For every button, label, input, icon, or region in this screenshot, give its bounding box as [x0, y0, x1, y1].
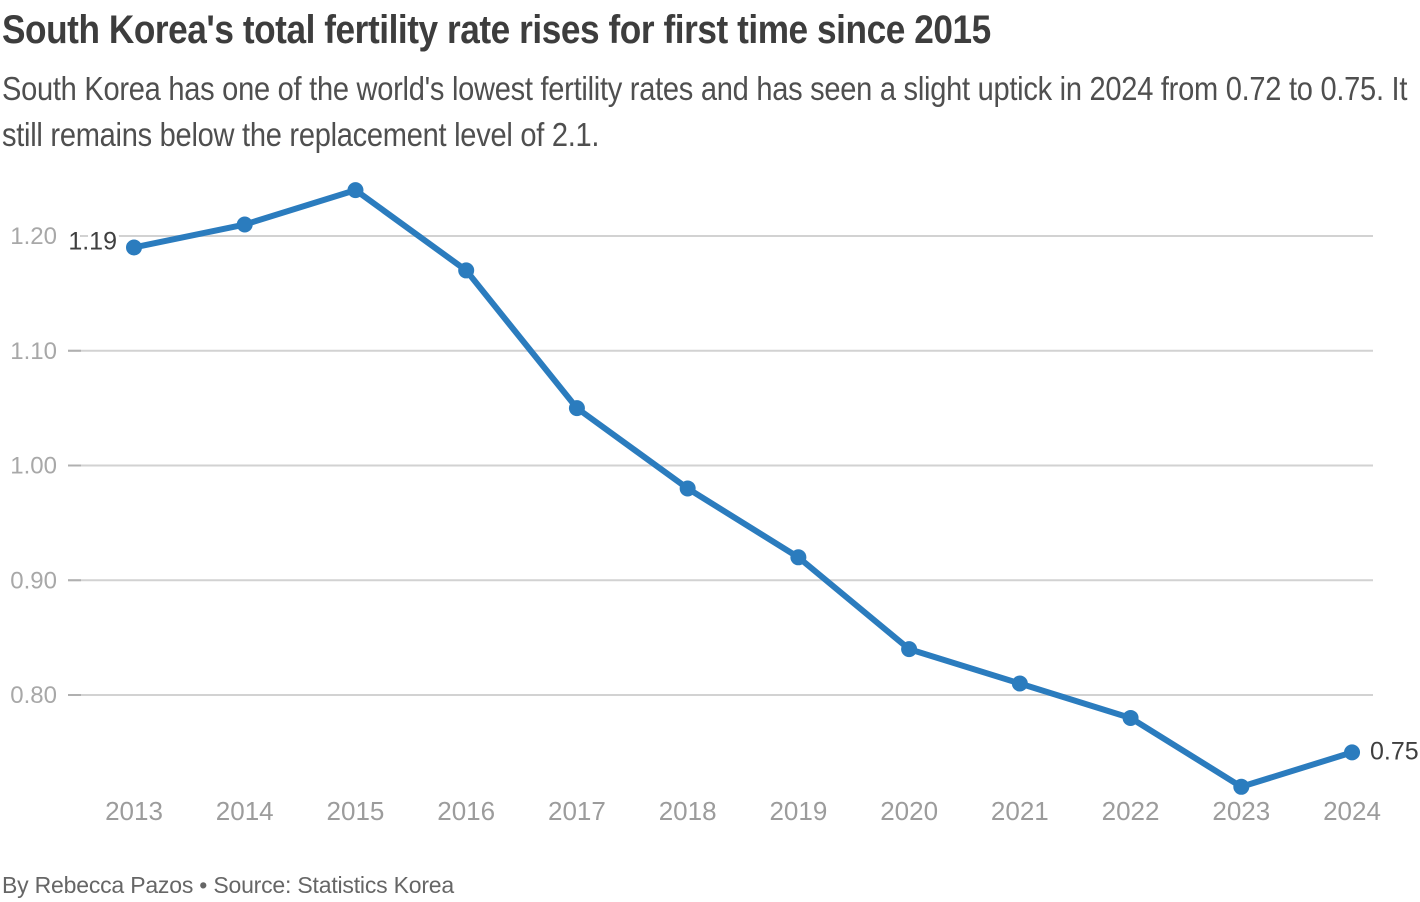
data-point: [1344, 744, 1361, 761]
data-point: [1233, 778, 1250, 795]
data-point: [347, 182, 364, 199]
y-axis-label: 0.90: [10, 567, 57, 594]
data-point: [568, 400, 585, 417]
y-axis-label: 0.80: [10, 682, 57, 709]
x-axis-label: 2020: [880, 796, 938, 826]
x-axis-label: 2017: [548, 796, 606, 826]
chart-byline: By Rebecca Pazos • Source: Statistics Ko…: [2, 872, 454, 898]
chart-subtitle: South Korea has one of the world's lowes…: [2, 70, 1408, 153]
y-axis-label: 1.10: [10, 338, 57, 365]
page-title: South Korea's total fertility rate rises…: [2, 8, 991, 52]
x-axis-label: 2023: [1212, 796, 1270, 826]
data-point: [126, 239, 142, 256]
x-axis-label: 2016: [437, 796, 495, 826]
y-axis-label: 1.20: [10, 223, 57, 250]
data-point: [458, 262, 475, 279]
x-axis-label: 2022: [1102, 796, 1160, 826]
x-axis-label: 2018: [659, 796, 717, 826]
data-point: [1122, 709, 1139, 726]
x-axis-label: 2024: [1323, 796, 1381, 826]
data-point: [1011, 675, 1028, 692]
data-point: [790, 549, 807, 566]
data-point: [679, 480, 696, 497]
x-axis-label: 2013: [105, 796, 163, 826]
point-value-label: 1.19: [68, 227, 117, 255]
data-point: [901, 641, 918, 658]
line-series: [131, 187, 1356, 790]
x-axis-label: 2021: [991, 796, 1049, 826]
y-axis-label: 1.00: [10, 453, 57, 480]
point-value-label: 0.75: [1370, 737, 1419, 765]
data-point: [236, 216, 253, 233]
x-axis-label: 2015: [327, 796, 385, 826]
x-axis-label: 2019: [769, 796, 827, 826]
x-axis-label: 2014: [216, 796, 274, 826]
